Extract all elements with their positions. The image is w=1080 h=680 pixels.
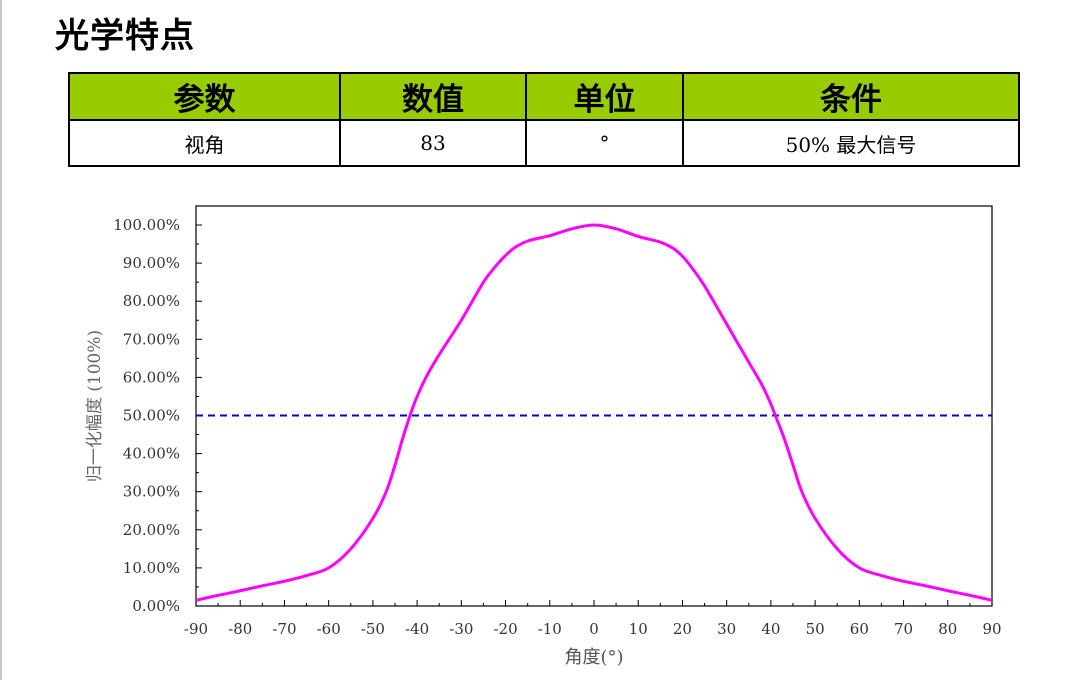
y-tick-label: 60.00% bbox=[123, 368, 180, 386]
table-cell: 83 bbox=[339, 119, 527, 167]
y-tick-label: 10.00% bbox=[123, 559, 180, 577]
x-axis: -90 -80 -70 -60 -50 -40 -30 -20 -10 0 10 20 30 40 50 60… bbox=[184, 600, 1002, 638]
y-axis: 0.00% 10.00% 20.00% 30.00% 40.00% 50.00% 60.00… bbox=[113, 216, 202, 615]
y-tick-label: 30.00% bbox=[123, 483, 180, 501]
x-tick-label: -60 bbox=[317, 620, 341, 638]
page-title: 光学特点 bbox=[55, 16, 195, 56]
x-tick-label: 90 bbox=[982, 620, 1001, 638]
x-tick-label: -80 bbox=[228, 620, 252, 638]
x-tick-label: -20 bbox=[493, 620, 517, 638]
x-tick-label: -50 bbox=[361, 620, 385, 638]
y-tick-label: 70.00% bbox=[123, 330, 180, 348]
y-tick-label: 100.00% bbox=[113, 216, 180, 234]
x-tick-label: 30 bbox=[717, 620, 736, 638]
viewing-angle-chart: 0.00% 10.00% 20.00% 30.00% 40.00% 50.00% 60.00… bbox=[85, 205, 1002, 668]
x-tick-label: -40 bbox=[405, 620, 429, 638]
y-tick-label: 40.00% bbox=[123, 445, 180, 463]
y-tick-label: 50.00% bbox=[123, 407, 180, 425]
x-tick-label: 40 bbox=[761, 620, 780, 638]
page-left-border bbox=[0, 0, 2, 680]
table-header-cell: 数值 bbox=[339, 72, 527, 121]
x-tick-label: -70 bbox=[272, 620, 296, 638]
table-cell: ° bbox=[525, 119, 684, 167]
x-tick-label: 0 bbox=[589, 620, 599, 638]
table-header-row: 参数 数值 单位 条件 bbox=[68, 72, 1020, 121]
plot-area bbox=[195, 205, 993, 607]
table-header-cell: 参数 bbox=[68, 72, 341, 121]
y-tick-label: 0.00% bbox=[132, 597, 180, 615]
x-tick-label: 60 bbox=[850, 620, 869, 638]
table-cell: 视角 bbox=[68, 119, 341, 167]
series-layer bbox=[195, 223, 993, 602]
x-tick-label: 20 bbox=[673, 620, 692, 638]
table-row: 视角 83 ° 50% 最大信号 bbox=[68, 119, 1020, 167]
x-tick-label: -90 bbox=[184, 620, 208, 638]
y-tick-label: 20.00% bbox=[123, 521, 180, 539]
table-header-cell: 单位 bbox=[525, 72, 684, 121]
x-tick-label: 10 bbox=[629, 620, 648, 638]
y-tick-label: 80.00% bbox=[123, 292, 180, 310]
x-tick-label: -10 bbox=[538, 620, 562, 638]
x-tick-label: 70 bbox=[894, 620, 913, 638]
table-cell: 50% 最大信号 bbox=[682, 119, 1020, 167]
y-tick-label: 90.00% bbox=[123, 254, 180, 272]
viewing-angle-curve bbox=[195, 223, 993, 602]
specs-table: 参数 数值 单位 条件 视角 83 ° 50% 最大信号 bbox=[68, 72, 1020, 167]
x-axis-label: 角度(°) bbox=[564, 647, 623, 668]
x-tick-label: -30 bbox=[449, 620, 473, 638]
table-header-cell: 条件 bbox=[682, 72, 1020, 121]
x-tick-label: 80 bbox=[938, 620, 957, 638]
y-axis-label: 归一化幅度 (100%) bbox=[85, 330, 105, 482]
x-tick-label: 50 bbox=[806, 620, 825, 638]
